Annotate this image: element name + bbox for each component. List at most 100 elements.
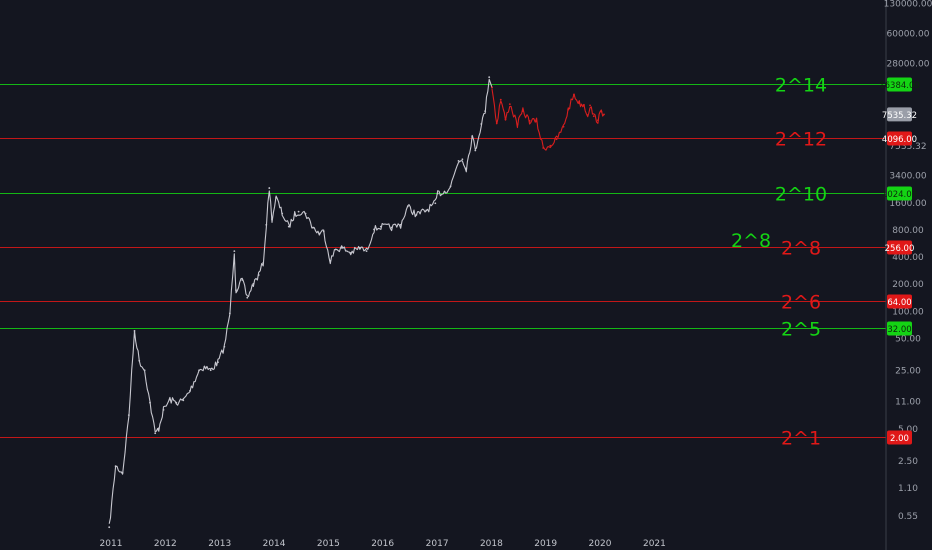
price-point xyxy=(603,113,605,116)
price-point xyxy=(271,218,273,221)
y-tick-label: 11.00 xyxy=(895,398,921,408)
price-point xyxy=(508,103,511,106)
price-point xyxy=(233,250,236,253)
y-tick-label: 400.00 xyxy=(892,253,924,263)
price-point xyxy=(252,282,255,285)
price-point xyxy=(586,114,589,117)
price-point xyxy=(329,259,332,262)
x-tick-label: 2012 xyxy=(154,539,177,549)
level-labels: 2^14 2^12 2^10 2^8 2^6 2^5 2^1 2^8 xyxy=(731,75,827,450)
price-point xyxy=(203,365,206,368)
price-point xyxy=(390,226,393,229)
y-tick-label: 800.00 xyxy=(892,226,924,236)
x-tick-label: 2011 xyxy=(100,539,123,549)
x-tick-label: 2020 xyxy=(589,539,612,549)
price-point xyxy=(373,228,375,231)
price-point xyxy=(516,123,519,126)
y-tick-label: 60000.00 xyxy=(887,30,930,40)
y-tick-label: 7535.32 xyxy=(889,142,926,152)
price-point xyxy=(499,98,502,101)
price-point xyxy=(449,185,452,188)
price-point xyxy=(127,414,130,416)
price-point xyxy=(133,330,136,332)
price-point xyxy=(162,408,165,411)
price-point xyxy=(318,232,321,235)
price-point xyxy=(108,526,111,529)
x-tick-label: 2019 xyxy=(534,539,557,549)
level-price-badge: 256.00 xyxy=(885,240,914,255)
level-price-label: 2.00 xyxy=(890,434,909,444)
price-point xyxy=(365,250,368,253)
price-point xyxy=(589,104,591,107)
level-label: 2^12 xyxy=(775,129,827,151)
price-point xyxy=(257,274,260,276)
price-axis[interactable]: 130000.00 60000.00 28000.00 7535.32 3400.00 1… xyxy=(879,0,932,550)
price-point xyxy=(474,149,477,152)
price-series xyxy=(108,76,605,529)
level-price-label: 32.00 xyxy=(887,325,911,335)
y-tick-label: 5.00 xyxy=(898,425,918,435)
annotation-label: 2^8 xyxy=(731,230,771,252)
level-label: 2^5 xyxy=(781,319,821,341)
y-tick-label: 100.00 xyxy=(892,307,924,317)
price-point xyxy=(567,108,570,111)
y-tick-label: 1600.00 xyxy=(889,199,926,209)
x-tick-label: 2016 xyxy=(371,539,394,549)
price-point xyxy=(504,118,507,121)
level-price-label: 1024.00 xyxy=(882,190,917,200)
price-point xyxy=(149,401,151,404)
x-tick-label: 2013 xyxy=(208,539,231,549)
price-point xyxy=(600,110,603,113)
price-point xyxy=(425,209,428,212)
x-tick-label: 2017 xyxy=(426,539,449,549)
price-point xyxy=(304,212,307,215)
level-label: 2^1 xyxy=(781,428,821,450)
price-point xyxy=(275,196,278,199)
price-point xyxy=(209,369,212,372)
price-point xyxy=(182,399,185,402)
price-point xyxy=(262,262,265,264)
y-tick-label: 2.50 xyxy=(898,457,918,467)
price-line-recent xyxy=(491,88,605,151)
level-label: 2^14 xyxy=(775,75,827,97)
level-price-label: 16384.00 xyxy=(879,81,920,91)
price-point xyxy=(406,205,409,208)
price-point xyxy=(457,160,460,162)
price-point xyxy=(293,213,296,216)
price-point xyxy=(399,223,402,226)
price-point xyxy=(583,104,585,106)
price-point xyxy=(265,223,268,226)
y-tick-label: 28000.00 xyxy=(887,60,930,70)
level-price-badge: 32.00 xyxy=(887,321,912,336)
x-tick-label: 2021 xyxy=(643,539,666,549)
time-axis[interactable]: 2011 2012 2013 2014 2015 2016 2017 2018 2019 2020… xyxy=(100,539,666,549)
price-point xyxy=(443,190,446,193)
price-point xyxy=(549,144,552,147)
price-point xyxy=(484,110,487,113)
level-label: 2^6 xyxy=(781,292,821,314)
x-tick-label: 2015 xyxy=(317,539,340,549)
y-tick-label: 50.00 xyxy=(895,335,921,345)
price-point xyxy=(246,296,249,299)
price-point xyxy=(169,398,171,401)
y-tick-label: 130000.00 xyxy=(884,0,932,9)
level-price-label: 4096.00 xyxy=(882,135,917,145)
level-price-badge: 1024.00 xyxy=(882,186,917,201)
last-price-badge: 7535.32 xyxy=(882,107,917,122)
x-tick-label: 2014 xyxy=(263,539,286,549)
price-point xyxy=(434,202,437,205)
price-point xyxy=(281,212,284,215)
price-point xyxy=(228,312,231,315)
level-price-badge: 16384.00 xyxy=(879,77,920,92)
price-point xyxy=(491,86,493,89)
price-point xyxy=(379,225,382,228)
price-point xyxy=(143,369,146,372)
level-price-badge: 2.00 xyxy=(887,430,912,445)
price-point xyxy=(175,401,178,404)
price-point xyxy=(138,359,141,362)
y-tick-label: 1.10 xyxy=(898,484,918,494)
price-point xyxy=(488,76,491,79)
price-point xyxy=(287,225,290,228)
